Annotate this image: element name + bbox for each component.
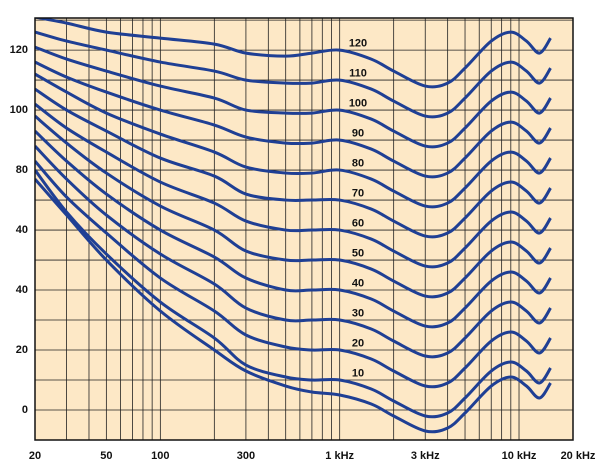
curve-label: 60 — [352, 217, 364, 229]
y-tick-label: 80 — [16, 164, 28, 176]
x-tick-label: 100 — [151, 450, 169, 462]
loudness-curve — [35, 60, 552, 179]
curve-label: 110 — [349, 67, 367, 79]
y-tick-label: 100 — [10, 104, 28, 116]
curve-label: 80 — [352, 157, 364, 169]
curve-label: 50 — [352, 247, 364, 259]
x-tick-label: 10 kHz — [502, 450, 537, 462]
y-tick-label: 120 — [10, 44, 28, 56]
loudness-curve — [35, 129, 552, 329]
curve-label: 40 — [352, 277, 364, 289]
curve-label: 70 — [352, 187, 364, 199]
loudness-curve — [35, 169, 552, 419]
x-tick-label: 20 kHz — [561, 450, 596, 462]
y-tick-label: 20 — [16, 344, 28, 356]
x-tick-label: 20 — [29, 450, 41, 462]
plot-border — [34, 17, 574, 441]
curve-label: 120 — [349, 37, 367, 49]
curve-label: 30 — [352, 307, 364, 319]
loudness-curve — [35, 114, 552, 299]
loudness-curve — [35, 87, 552, 239]
loudness-curve — [35, 145, 552, 359]
curve-label: 90 — [352, 127, 364, 139]
curve-label: 100 — [349, 97, 367, 109]
loudness-curve — [35, 18, 552, 89]
y-tick-label: 0 — [22, 404, 28, 416]
x-tick-label: 50 — [100, 450, 112, 462]
y-tick-label: 40 — [16, 284, 28, 296]
labels: 20 50 100 300 1 kHz 3 kHz 10 kHz 20 kHz 0 20 40 40 8… — [10, 37, 596, 461]
curves — [35, 18, 552, 434]
loudness-curve — [35, 160, 552, 389]
y-tick-label: 40 — [16, 224, 28, 236]
curve-label: 20 — [352, 337, 364, 349]
loudness-curve — [35, 178, 552, 434]
x-tick-label: 3 kHz — [411, 450, 440, 462]
loudness-curve — [35, 72, 552, 209]
loudness-curve — [35, 30, 552, 119]
x-tick-label: 300 — [237, 450, 255, 462]
curve-label: 10 — [352, 367, 364, 379]
loudness-curve — [35, 45, 552, 149]
x-tick-label: 1 kHz — [325, 450, 354, 462]
loudness-curve — [35, 102, 552, 269]
